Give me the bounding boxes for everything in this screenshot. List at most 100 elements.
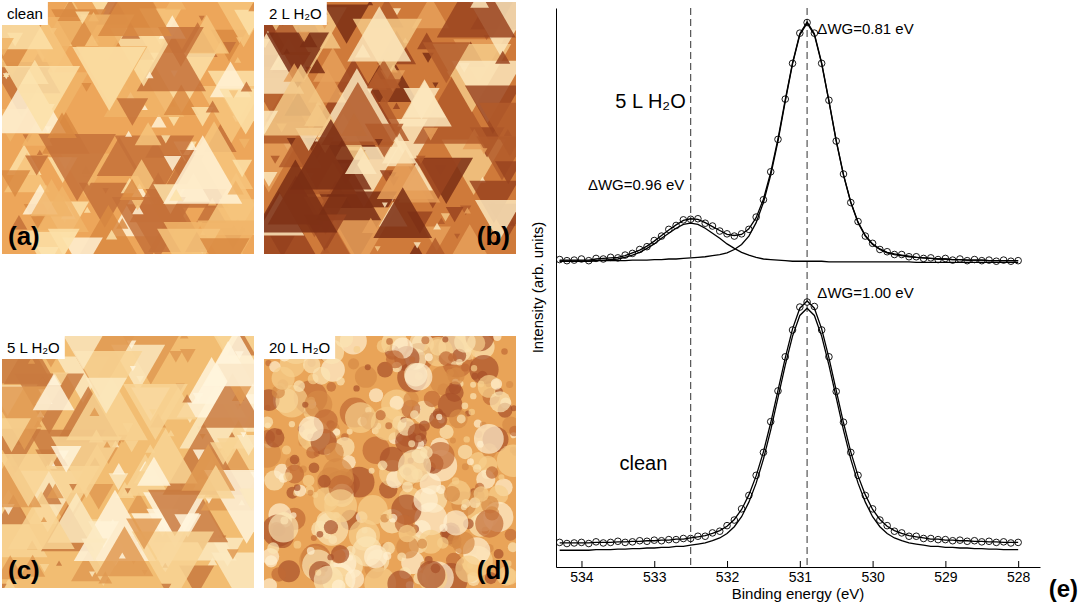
- panel-letter: (a): [8, 221, 40, 251]
- x-tick-label: 530: [861, 569, 885, 585]
- image-texture: [2, 454, 59, 507]
- image-texture: [417, 561, 445, 588]
- image-texture: [408, 440, 415, 447]
- image-texture: [120, 179, 145, 200]
- stm-image: [264, 2, 516, 254]
- image-texture: [148, 490, 202, 536]
- image-texture: [167, 430, 174, 436]
- image-texture: [264, 416, 273, 427]
- image-texture: [373, 187, 432, 238]
- image-texture: [248, 2, 254, 11]
- x-axis-title: Binding energy (eV): [732, 585, 865, 602]
- image-texture: [454, 234, 460, 239]
- image-texture: [229, 90, 238, 98]
- image-texture: [164, 156, 181, 171]
- image-texture: [56, 560, 62, 565]
- image-texture: [203, 336, 254, 386]
- image-texture: [444, 486, 460, 502]
- image-texture: [397, 79, 452, 126]
- image-texture: [458, 445, 473, 460]
- image-texture: [69, 484, 77, 491]
- image-texture: [425, 353, 433, 361]
- image-texture: [405, 363, 433, 391]
- image-texture: [471, 365, 477, 371]
- image-texture: [264, 172, 277, 187]
- image-texture: [423, 128, 438, 141]
- image-texture: [2, 38, 14, 56]
- image-texture: [303, 475, 315, 487]
- scatter-series: [556, 19, 1021, 264]
- image-texture: [498, 474, 504, 480]
- x-axis-line: [557, 567, 1041, 568]
- image-texture: [270, 156, 279, 164]
- image-texture: [265, 428, 284, 447]
- image-label: 5 L H₂O: [7, 339, 60, 356]
- image-texture: [265, 555, 277, 567]
- image-texture: [509, 426, 516, 436]
- image-texture: [102, 188, 108, 193]
- panel-letter: (e): [1049, 575, 1078, 602]
- image-texture: [125, 440, 139, 452]
- image-texture: [438, 218, 445, 224]
- image-texture: [239, 488, 254, 510]
- stm-image: [264, 336, 516, 588]
- image-texture: [470, 393, 476, 399]
- annotation: ΔWG=0.96 eV: [588, 176, 684, 193]
- image-label-box: [2, 336, 65, 359]
- image-texture: [375, 139, 383, 146]
- image-texture: [454, 336, 476, 353]
- image-texture: [237, 435, 254, 456]
- image-texture: [234, 10, 254, 36]
- image-texture: [386, 338, 393, 345]
- image-texture: [206, 101, 220, 113]
- image-texture: [493, 336, 501, 341]
- image-texture: [132, 200, 144, 210]
- image-texture: [309, 462, 320, 473]
- image-texture: [473, 464, 481, 472]
- image-texture: [217, 438, 239, 457]
- image-texture: [112, 463, 125, 474]
- image-texture: [311, 535, 317, 541]
- image-texture: [135, 122, 162, 145]
- x-tick-label: 531: [789, 569, 813, 585]
- image-texture: [62, 336, 104, 370]
- image-label-box: [2, 2, 48, 25]
- fit-line: [560, 301, 1019, 543]
- image-texture: [283, 472, 292, 481]
- image-texture: [47, 484, 64, 499]
- image-texture: [137, 457, 171, 486]
- x-tick-label: 533: [643, 569, 667, 585]
- image-texture: [106, 230, 117, 240]
- x-tick-mark: [727, 561, 728, 567]
- x-tick: 529: [934, 561, 958, 585]
- fit-line: [560, 22, 1019, 261]
- image-texture: [345, 569, 364, 588]
- image-texture: [307, 490, 313, 496]
- image-texture: [345, 146, 377, 174]
- image-texture: [33, 374, 75, 410]
- image-texture: [324, 520, 338, 534]
- image-texture: [424, 391, 441, 408]
- image-texture: [353, 385, 359, 391]
- image-texture: [348, 358, 359, 369]
- annotation: ΔWG=0.81 eV: [817, 20, 913, 37]
- image-label-box: [264, 2, 327, 25]
- image-texture: [397, 552, 406, 561]
- image-texture: [264, 111, 278, 135]
- image-texture: [146, 71, 154, 78]
- image-texture: [72, 47, 146, 111]
- image-texture: [431, 563, 441, 573]
- image-texture: [508, 542, 516, 552]
- image-texture: [467, 458, 474, 465]
- fit-line: [560, 223, 1019, 262]
- annotation: ΔWG=1.00 eV: [817, 284, 913, 301]
- image-texture: [193, 393, 204, 403]
- image-texture: [317, 531, 324, 538]
- image-texture: [378, 460, 388, 470]
- image-texture: [234, 57, 241, 63]
- x-axis: 534533532531530529528: [557, 561, 1041, 585]
- x-tick-label: 529: [934, 569, 958, 585]
- x-tick-mark: [581, 561, 582, 567]
- image-texture: [169, 189, 183, 201]
- image-label-group: clean: [2, 2, 48, 25]
